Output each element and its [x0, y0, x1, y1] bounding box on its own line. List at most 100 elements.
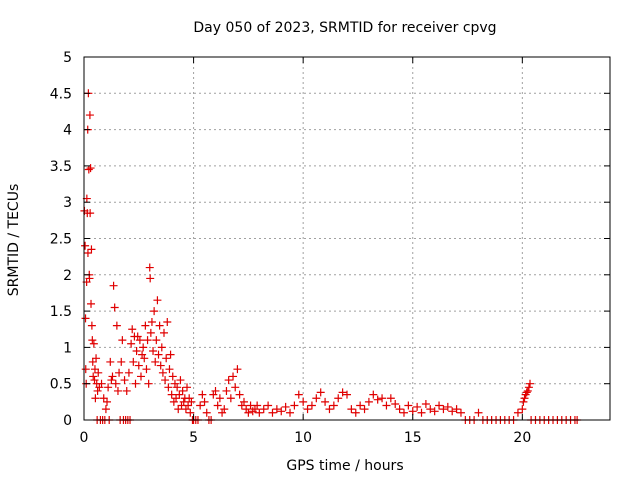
- data-point: [87, 299, 96, 308]
- data-point: [373, 395, 382, 404]
- data-point: [378, 394, 387, 403]
- data-point: [196, 401, 205, 410]
- data-point: [268, 408, 277, 417]
- data-point: [170, 379, 179, 388]
- data-point: [181, 405, 190, 414]
- data-point: [145, 263, 154, 272]
- data-point: [92, 354, 101, 363]
- data-point: [448, 407, 457, 416]
- data-point: [523, 386, 532, 395]
- data-point: [157, 343, 166, 352]
- data-point: [334, 394, 343, 403]
- data-point: [364, 397, 373, 406]
- data-point: [187, 397, 196, 406]
- data-point: [303, 405, 312, 414]
- data-point: [94, 368, 103, 377]
- data-point: [90, 365, 99, 374]
- data-point: [135, 336, 144, 345]
- data-point: [108, 372, 117, 381]
- data-point: [526, 379, 535, 388]
- x-tick-label: 5: [189, 430, 198, 446]
- data-point: [198, 390, 207, 399]
- data-point: [175, 390, 184, 399]
- data-point: [97, 379, 106, 388]
- data-point: [132, 347, 141, 356]
- data-point: [307, 401, 316, 410]
- data-point: [158, 368, 167, 377]
- data-point: [89, 339, 98, 348]
- data-point: [146, 328, 155, 337]
- data-point: [136, 372, 145, 381]
- data-point: [299, 397, 308, 406]
- data-point: [110, 303, 119, 312]
- data-point: [382, 401, 391, 410]
- data-point: [474, 408, 483, 417]
- data-point: [386, 394, 395, 403]
- data-point: [101, 405, 110, 414]
- data-point: [138, 350, 147, 359]
- gridlines: [84, 57, 610, 420]
- y-tick-label: 1: [63, 340, 72, 356]
- data-point: [222, 386, 231, 395]
- data-point: [146, 274, 155, 283]
- data-point: [169, 397, 178, 406]
- data-point: [413, 402, 422, 411]
- y-tick-label: 4.5: [50, 86, 72, 102]
- data-point: [161, 376, 170, 385]
- y-tick-label: 0: [63, 413, 72, 429]
- data-point: [81, 314, 90, 323]
- x-tick-label: 15: [404, 430, 422, 446]
- y-tick-label: 3.5: [50, 159, 72, 175]
- data-point: [343, 390, 351, 399]
- data-point: [163, 317, 172, 326]
- data-point: [220, 405, 229, 414]
- data-points: [80, 89, 582, 424]
- data-point: [159, 328, 168, 337]
- data-point: [264, 401, 273, 410]
- data-point: [118, 336, 127, 345]
- data-point: [524, 383, 533, 392]
- data-point: [84, 165, 93, 174]
- y-tick-label: 4: [63, 123, 72, 139]
- data-point: [86, 164, 95, 173]
- y-tick-label: 2.5: [50, 232, 72, 248]
- data-point: [89, 372, 98, 381]
- data-point: [107, 376, 116, 385]
- data-point: [231, 383, 240, 392]
- data-point: [87, 245, 96, 254]
- data-point: [404, 401, 413, 410]
- data-point: [347, 405, 356, 414]
- data-point: [172, 394, 181, 403]
- data-point: [81, 365, 90, 374]
- data-point: [141, 321, 150, 330]
- data-point: [81, 241, 90, 250]
- data-point: [86, 209, 95, 218]
- data-point: [153, 296, 162, 305]
- data-point: [316, 388, 325, 397]
- data-point: [522, 388, 531, 397]
- data-point: [150, 307, 159, 316]
- y-tick-label: 3: [63, 195, 72, 211]
- data-point: [152, 336, 161, 345]
- data-point: [233, 365, 242, 374]
- data-point: [166, 350, 175, 359]
- data-point: [156, 361, 165, 370]
- data-point: [294, 390, 303, 399]
- data-point: [179, 397, 188, 406]
- data-point: [83, 249, 92, 258]
- data-point: [120, 376, 129, 385]
- y-tick-label: 2: [63, 268, 72, 284]
- data-point: [452, 405, 461, 414]
- data-point: [176, 376, 185, 385]
- data-point: [115, 368, 124, 377]
- data-point: [443, 402, 452, 411]
- x-axis-title: GPS time / hours: [286, 458, 403, 474]
- data-point: [112, 321, 121, 330]
- data-point: [321, 397, 330, 406]
- data-point: [421, 400, 430, 409]
- data-point: [399, 408, 408, 417]
- data-point: [325, 405, 334, 414]
- data-point: [85, 274, 94, 283]
- data-point: [128, 325, 137, 334]
